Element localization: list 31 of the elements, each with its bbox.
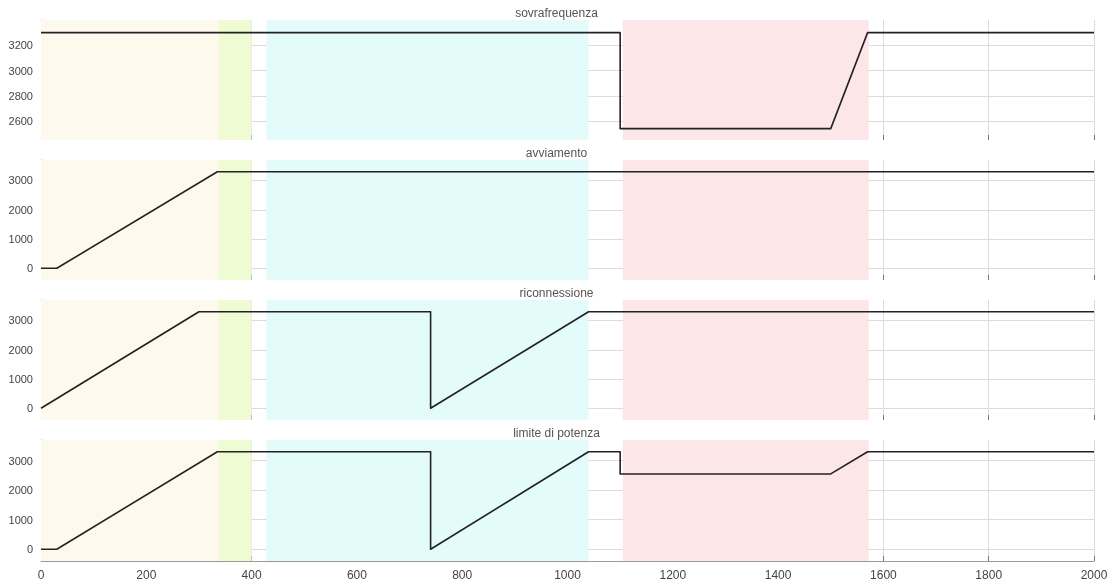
x-tick-label: 400 [241,568,262,582]
y-tick-label: 1000 [8,233,33,246]
chart-title: limite di potenza [513,426,601,440]
y-tick-label: 3000 [8,314,33,327]
y-tick-label: 3000 [8,174,33,187]
chart-title: riconnessione [519,286,594,300]
y-tick-label: 2800 [8,89,33,102]
x-tick-label: 800 [452,568,473,582]
x-tick-label: 1200 [659,568,687,582]
x-tick-label: 1000 [554,568,582,582]
y-tick-label: 3200 [8,39,33,52]
x-tick-label: 0 [37,568,45,582]
x-tick-label: 1400 [764,568,792,582]
y-tick-label: 1000 [8,373,33,386]
x-tick-label: 1800 [975,568,1003,582]
y-tick-label: 3000 [8,454,33,467]
y-tick-label: 0 [26,543,33,556]
x-tick-label: 1600 [870,568,898,582]
y-tick-label: 2000 [8,203,33,216]
chart-title: sovrafrequenza [515,6,599,20]
chart-title: avviamento [525,146,588,160]
y-tick-label: 2000 [8,484,33,497]
y-tick-label: 2600 [8,115,33,128]
y-tick-label: 2000 [8,343,33,356]
y-tick-label: 0 [26,402,33,415]
y-tick-label: 0 [26,262,33,275]
y-tick-label: 1000 [8,513,33,526]
x-tick-label: 600 [346,568,368,582]
y-tick-label: 3000 [8,64,33,77]
x-tick-label: 2000 [1080,568,1108,582]
x-tick-label: 200 [136,568,157,582]
